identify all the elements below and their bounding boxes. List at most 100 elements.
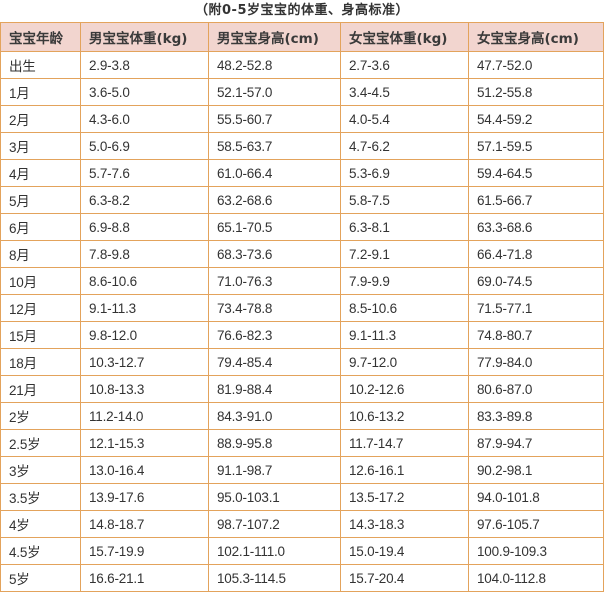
cell-age: 3岁 xyxy=(0,456,81,484)
cell-age: 8月 xyxy=(0,240,81,268)
header-girl-weight: 女宝宝体重(kg) xyxy=(340,22,469,52)
cell-boy-height: 63.2-68.6 xyxy=(208,186,341,214)
cell-girl-height: 59.4-64.5 xyxy=(468,159,604,187)
cell-boy-weight: 2.9-3.8 xyxy=(80,51,209,79)
cell-girl-weight: 4.7-6.2 xyxy=(340,132,469,160)
cell-boy-weight: 14.8-18.7 xyxy=(80,510,209,538)
cell-age: 2月 xyxy=(0,105,81,133)
cell-girl-height: 63.3-68.6 xyxy=(468,213,604,241)
cell-girl-weight: 3.4-4.5 xyxy=(340,78,469,106)
cell-girl-weight: 9.1-11.3 xyxy=(340,321,469,349)
table-row: 8月 7.8-9.8 68.3-73.6 7.2-9.1 66.4-71.8 xyxy=(0,240,604,268)
cell-girl-height: 80.6-87.0 xyxy=(468,375,604,403)
cell-girl-weight: 8.5-10.6 xyxy=(340,294,469,322)
header-boy-weight: 男宝宝体重(kg) xyxy=(80,22,209,52)
cell-girl-weight: 10.2-12.6 xyxy=(340,375,469,403)
cell-boy-weight: 10.8-13.3 xyxy=(80,375,209,403)
table-row: 4月 5.7-7.6 61.0-66.4 5.3-6.9 59.4-64.5 xyxy=(0,159,604,187)
cell-boy-weight: 5.7-7.6 xyxy=(80,159,209,187)
cell-girl-weight: 6.3-8.1 xyxy=(340,213,469,241)
cell-boy-weight: 9.8-12.0 xyxy=(80,321,209,349)
table-row: 6月 6.9-8.8 65.1-70.5 6.3-8.1 63.3-68.6 xyxy=(0,213,604,241)
cell-boy-weight: 7.8-9.8 xyxy=(80,240,209,268)
cell-boy-weight: 11.2-14.0 xyxy=(80,402,209,430)
cell-boy-height: 55.5-60.7 xyxy=(208,105,341,133)
cell-girl-height: 90.2-98.1 xyxy=(468,456,604,484)
cell-age: 1月 xyxy=(0,78,81,106)
cell-girl-weight: 9.7-12.0 xyxy=(340,348,469,376)
cell-age: 3月 xyxy=(0,132,81,160)
cell-girl-height: 77.9-84.0 xyxy=(468,348,604,376)
table-row: 4.5岁 15.7-19.9 102.1-111.0 15.0-19.4 100.9-1… xyxy=(0,537,604,565)
cell-girl-height: 57.1-59.5 xyxy=(468,132,604,160)
cell-girl-height: 104.0-112.8 xyxy=(468,564,604,592)
cell-boy-height: 73.4-78.8 xyxy=(208,294,341,322)
cell-boy-weight: 10.3-12.7 xyxy=(80,348,209,376)
table-header-row: 宝宝年龄 男宝宝体重(kg) 男宝宝身高(cm) 女宝宝体重(kg) 女宝宝身高… xyxy=(0,22,604,52)
cell-boy-height: 84.3-91.0 xyxy=(208,402,341,430)
cell-girl-weight: 12.6-16.1 xyxy=(340,456,469,484)
cell-girl-weight: 14.3-18.3 xyxy=(340,510,469,538)
cell-age: 2岁 xyxy=(0,402,81,430)
cell-boy-weight: 13.9-17.6 xyxy=(80,483,209,511)
table-title: （附0-5岁宝宝的体重、身高标准） xyxy=(195,3,409,18)
table-row: 18月 10.3-12.7 79.4-85.4 9.7-12.0 77.9-84.0 xyxy=(0,348,604,376)
table-row: 3.5岁 13.9-17.6 95.0-103.1 13.5-17.2 94.0-101… xyxy=(0,483,604,511)
cell-boy-height: 48.2-52.8 xyxy=(208,51,341,79)
table-row: 5岁 16.6-21.1 105.3-114.5 15.7-20.4 104.0-112… xyxy=(0,564,604,592)
cell-boy-height: 71.0-76.3 xyxy=(208,267,341,295)
cell-girl-weight: 5.3-6.9 xyxy=(340,159,469,187)
cell-age: 10月 xyxy=(0,267,81,295)
table-row: 1月 3.6-5.0 52.1-57.0 3.4-4.5 51.2-55.8 xyxy=(0,78,604,106)
cell-boy-height: 81.9-88.4 xyxy=(208,375,341,403)
cell-boy-weight: 8.6-10.6 xyxy=(80,267,209,295)
cell-boy-weight: 15.7-19.9 xyxy=(80,537,209,565)
cell-girl-height: 66.4-71.8 xyxy=(468,240,604,268)
cell-girl-weight: 2.7-3.6 xyxy=(340,51,469,79)
cell-girl-weight: 15.7-20.4 xyxy=(340,564,469,592)
cell-age: 4.5岁 xyxy=(0,537,81,565)
cell-boy-height: 98.7-107.2 xyxy=(208,510,341,538)
cell-girl-height: 100.9-109.3 xyxy=(468,537,604,565)
cell-girl-weight: 15.0-19.4 xyxy=(340,537,469,565)
cell-age: 12月 xyxy=(0,294,81,322)
table-row: 15月 9.8-12.0 76.6-82.3 9.1-11.3 74.8-80.7 xyxy=(0,321,604,349)
cell-boy-weight: 12.1-15.3 xyxy=(80,429,209,457)
cell-girl-height: 61.5-66.7 xyxy=(468,186,604,214)
cell-age: 4岁 xyxy=(0,510,81,538)
cell-girl-height: 74.8-80.7 xyxy=(468,321,604,349)
table-row: 2岁 11.2-14.0 84.3-91.0 10.6-13.2 83.3-89.8 xyxy=(0,402,604,430)
cell-boy-weight: 5.0-6.9 xyxy=(80,132,209,160)
table-row: 5月 6.3-8.2 63.2-68.6 5.8-7.5 61.5-66.7 xyxy=(0,186,604,214)
cell-boy-height: 88.9-95.8 xyxy=(208,429,341,457)
cell-girl-weight: 4.0-5.4 xyxy=(340,105,469,133)
cell-age: 15月 xyxy=(0,321,81,349)
cell-girl-weight: 7.9-9.9 xyxy=(340,267,469,295)
cell-age: 21月 xyxy=(0,375,81,403)
header-age: 宝宝年龄 xyxy=(0,22,81,52)
cell-girl-height: 69.0-74.5 xyxy=(468,267,604,295)
cell-age: 6月 xyxy=(0,213,81,241)
table-row: 12月 9.1-11.3 73.4-78.8 8.5-10.6 71.5-77.1 xyxy=(0,294,604,322)
table-row: 2.5岁 12.1-15.3 88.9-95.8 11.7-14.7 87.9-94.7 xyxy=(0,429,604,457)
cell-boy-height: 91.1-98.7 xyxy=(208,456,341,484)
cell-boy-height: 61.0-66.4 xyxy=(208,159,341,187)
cell-girl-weight: 5.8-7.5 xyxy=(340,186,469,214)
cell-boy-height: 76.6-82.3 xyxy=(208,321,341,349)
cell-boy-height: 105.3-114.5 xyxy=(208,564,341,592)
cell-girl-height: 83.3-89.8 xyxy=(468,402,604,430)
cell-boy-weight: 3.6-5.0 xyxy=(80,78,209,106)
cell-boy-height: 52.1-57.0 xyxy=(208,78,341,106)
cell-girl-weight: 10.6-13.2 xyxy=(340,402,469,430)
table-row: 21月 10.8-13.3 81.9-88.4 10.2-12.6 80.6-87.0 xyxy=(0,375,604,403)
cell-girl-height: 51.2-55.8 xyxy=(468,78,604,106)
cell-girl-height: 47.7-52.0 xyxy=(468,51,604,79)
table-row: 10月 8.6-10.6 71.0-76.3 7.9-9.9 69.0-74.5 xyxy=(0,267,604,295)
table-row: 2月 4.3-6.0 55.5-60.7 4.0-5.4 54.4-59.2 xyxy=(0,105,604,133)
cell-girl-height: 54.4-59.2 xyxy=(468,105,604,133)
cell-girl-height: 97.6-105.7 xyxy=(468,510,604,538)
cell-boy-height: 79.4-85.4 xyxy=(208,348,341,376)
table-row: 3月 5.0-6.9 58.5-63.7 4.7-6.2 57.1-59.5 xyxy=(0,132,604,160)
cell-girl-height: 71.5-77.1 xyxy=(468,294,604,322)
cell-girl-height: 94.0-101.8 xyxy=(468,483,604,511)
